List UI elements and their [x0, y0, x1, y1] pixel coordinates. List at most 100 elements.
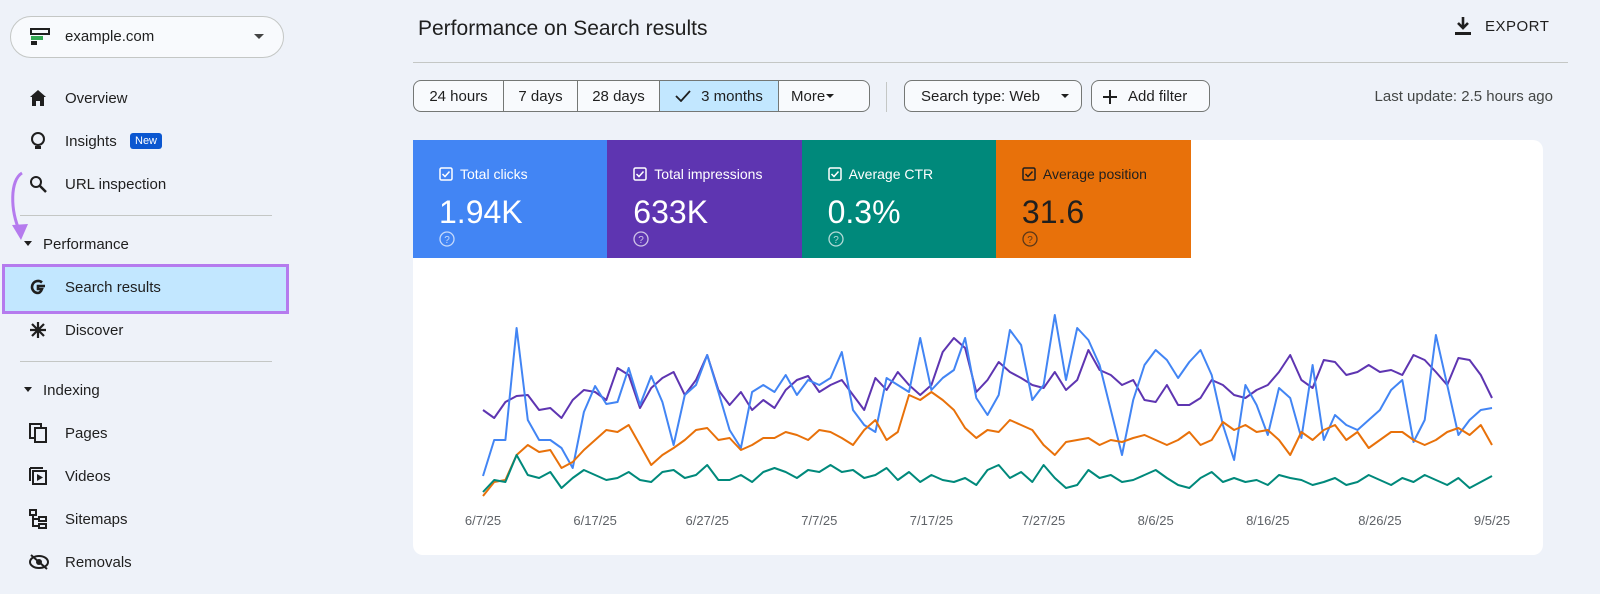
metric-card[interactable]: Total clicks 1.94K?	[413, 140, 608, 258]
nav-label: Search results	[65, 278, 161, 296]
series-line	[482, 314, 1493, 477]
metric-value: 0.3%	[827, 194, 901, 230]
help-circle	[633, 231, 649, 247]
series-line	[482, 391, 1493, 497]
x-tick-label: 6/7/25	[465, 513, 501, 528]
range-button[interactable]: 24 hours	[413, 80, 504, 112]
help-icon: ?	[827, 231, 844, 247]
icon	[31, 132, 45, 149]
x-tick-label: 6/17/25	[573, 513, 616, 528]
nav-label: Videos	[65, 467, 111, 485]
nav-label: Removals	[65, 553, 132, 571]
box	[439, 167, 453, 181]
nav-item[interactable]: URL inspection	[0, 164, 290, 204]
metric-value: 31.6	[1021, 194, 1085, 230]
icon	[30, 176, 47, 193]
section-title: Performance	[43, 235, 129, 253]
checkbox	[439, 167, 453, 181]
metric-label: Total clicks	[460, 166, 528, 182]
metric-header: Average CTR	[827, 166, 997, 182]
nav-label: Sitemaps	[65, 510, 128, 528]
nav-item[interactable]: Videos	[0, 456, 290, 496]
check	[636, 170, 645, 178]
divider	[413, 62, 1568, 63]
help-circle	[439, 231, 455, 247]
nav-item[interactable]: Pages	[0, 413, 290, 453]
metric-card[interactable]: Average position 31.6?	[995, 140, 1191, 258]
property-selector[interactable]: example.com	[10, 16, 284, 58]
property-name: example.com	[65, 28, 155, 45]
series-line	[482, 337, 1493, 419]
nav-item[interactable]: Insights New	[0, 121, 290, 161]
nav-item[interactable]: Sitemaps	[0, 499, 290, 539]
check	[675, 90, 691, 102]
help-q: ?	[639, 235, 645, 246]
range-button[interactable]: 3 months	[659, 80, 779, 112]
section-header[interactable]: Indexing	[0, 370, 290, 410]
metric-card[interactable]: Total impressions 633K?	[607, 140, 803, 258]
metric-card[interactable]: Average CTR 0.3%?	[801, 140, 997, 258]
x-tick-label: 8/6/25	[1138, 513, 1174, 528]
add-filter-button[interactable]: Add filter	[1091, 80, 1210, 112]
icon	[29, 467, 47, 485]
x-tick-label: 8/16/25	[1246, 513, 1289, 528]
button-label: More	[791, 87, 826, 105]
icon	[29, 554, 49, 570]
export-label: EXPORT	[1485, 17, 1550, 35]
metric-header: Average position	[1022, 166, 1191, 182]
check	[1024, 170, 1033, 178]
plus-icon	[1103, 90, 1117, 104]
check-icon	[675, 90, 691, 102]
help-q: ?	[444, 235, 450, 246]
x-tick-label: 7/17/25	[910, 513, 953, 528]
x-tick-label: 7/7/25	[801, 513, 837, 528]
button-label: Add filter	[1128, 87, 1188, 105]
checkbox	[633, 167, 648, 181]
section-header[interactable]: Performance	[0, 224, 290, 264]
nav-item[interactable]: Overview	[0, 78, 290, 118]
page-title: Performance on Search results	[418, 17, 708, 40]
nav-label: Pages	[65, 424, 108, 442]
icon	[30, 322, 46, 338]
x-tick-label: 7/27/25	[1022, 513, 1065, 528]
divider	[20, 215, 272, 216]
button-label: 3 months	[701, 87, 763, 105]
nav-item[interactable]: Discover	[0, 310, 290, 350]
caret	[24, 241, 32, 246]
button-label: Search type: Web	[921, 87, 1040, 105]
nav-label: URL inspection	[65, 175, 167, 193]
icon	[30, 279, 45, 295]
metric-value: 633K	[633, 194, 709, 230]
x-tick-label: 8/26/25	[1358, 513, 1401, 528]
nav-item[interactable]: Search results	[0, 267, 290, 307]
nav-item[interactable]: Removals	[0, 542, 290, 582]
range-button[interactable]: 7 days	[503, 80, 578, 112]
metric-header: Total clicks	[439, 166, 608, 182]
checkbox	[1022, 167, 1036, 181]
help-icon: ?	[1022, 231, 1038, 247]
check	[830, 170, 839, 178]
selected-highlight	[2, 264, 289, 314]
last-update: Last update: 2.5 hours ago	[1374, 88, 1553, 105]
x-tick-label: 9/5/25	[1474, 513, 1510, 528]
search-type-button[interactable]: Search type: Web	[904, 80, 1082, 112]
x-tick-label: 6/27/25	[686, 513, 729, 528]
box	[827, 167, 842, 181]
caret	[24, 387, 32, 392]
help-q: ?	[833, 235, 839, 246]
section-title: Indexing	[43, 381, 100, 399]
range-button[interactable]: 28 days	[577, 80, 660, 112]
divider	[886, 82, 887, 112]
caret-shape	[826, 93, 835, 98]
metric-label: Average CTR	[848, 166, 934, 182]
metric-value: 1.94K	[439, 194, 523, 230]
badge: New	[130, 133, 163, 149]
caret	[826, 93, 835, 98]
check	[441, 170, 451, 178]
help-circle	[827, 231, 844, 247]
export-button[interactable]: EXPORT	[1454, 16, 1549, 36]
range-button[interactable]: More	[778, 80, 870, 112]
property-icon	[30, 28, 50, 45]
chart: 6/7/25 6/17/25 6/27/25 7/7/25 7/17/25 7/27/25…	[465, 314, 1510, 528]
